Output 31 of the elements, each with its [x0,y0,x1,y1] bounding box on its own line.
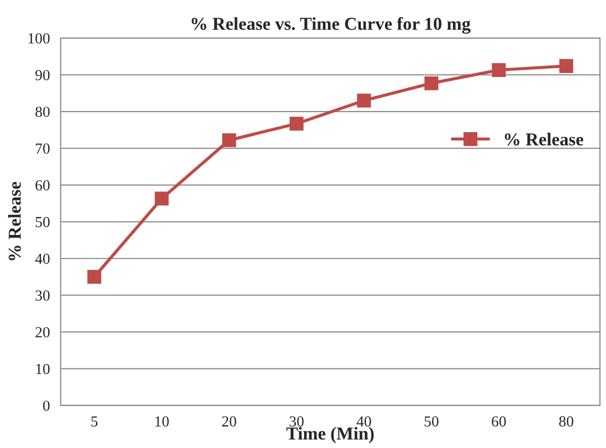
point [424,76,438,90]
x-axis-title: Time (Min) [286,426,374,444]
x-tick-label: 50 [424,416,438,427]
point [559,59,574,73]
point [222,133,236,148]
x-tick-label: 60 [492,416,506,427]
x-tick-label: 5 [91,416,98,427]
y-tick-label: 0 [43,400,50,411]
x-tick-label: 80 [559,416,574,427]
point [357,94,371,108]
y-tick-label: 10 [36,364,50,374]
y-tick-label: 100 [28,33,50,44]
point [290,116,304,131]
y-axis-title: % Release [8,182,21,260]
y-tick-label: 90 [35,70,50,80]
y-tick-label: 80 [35,106,50,118]
y-tick-label: 40 [35,254,50,264]
x-tick-label: 40 [356,416,372,427]
legend-label: % Release [504,132,584,146]
x-tick-label: 10 [155,416,169,427]
point [492,63,506,77]
x-tick-label: 20 [222,416,236,427]
point [154,192,169,206]
y-tick-label: 50 [36,216,50,228]
y-tick-label: 60 [36,180,50,190]
point [87,270,102,284]
x-tick-label: 30 [290,416,304,427]
y-tick-label: 20 [36,327,50,338]
y-tick-label: 70 [36,143,50,154]
chart-title: % Release vs. Time Curve for 10 mg [192,17,471,34]
y-tick-label: 30 [36,290,50,301]
